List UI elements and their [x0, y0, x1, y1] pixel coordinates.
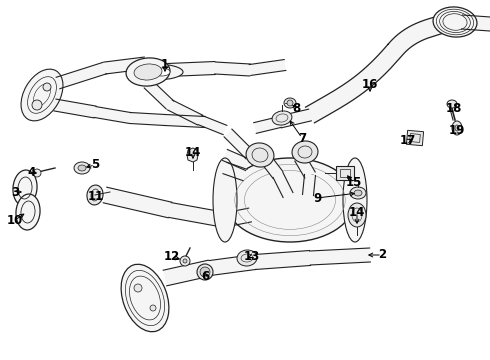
Polygon shape [222, 149, 250, 171]
Ellipse shape [354, 190, 362, 196]
Ellipse shape [13, 170, 37, 206]
Ellipse shape [350, 187, 366, 199]
Polygon shape [144, 80, 174, 109]
Ellipse shape [127, 64, 183, 80]
Text: 14: 14 [349, 206, 365, 219]
Bar [406, 130, 423, 146]
Polygon shape [462, 15, 490, 31]
Ellipse shape [154, 68, 170, 76]
Ellipse shape [32, 100, 42, 110]
Polygon shape [130, 113, 165, 126]
Polygon shape [169, 203, 226, 228]
Polygon shape [94, 107, 131, 123]
Ellipse shape [43, 83, 51, 91]
Ellipse shape [272, 111, 292, 125]
Ellipse shape [180, 256, 190, 266]
Polygon shape [165, 114, 205, 127]
Ellipse shape [197, 264, 213, 280]
Polygon shape [249, 59, 286, 76]
Ellipse shape [343, 158, 367, 242]
Polygon shape [295, 155, 315, 178]
Text: 18: 18 [446, 102, 462, 114]
Polygon shape [302, 175, 316, 195]
Text: 10: 10 [7, 213, 23, 226]
Ellipse shape [183, 259, 187, 263]
Text: 2: 2 [378, 248, 386, 261]
Polygon shape [273, 172, 293, 197]
Ellipse shape [138, 67, 158, 77]
Polygon shape [279, 109, 311, 128]
Text: 5: 5 [91, 158, 99, 171]
Ellipse shape [87, 185, 103, 205]
Ellipse shape [237, 250, 257, 266]
Text: 4: 4 [28, 166, 36, 179]
Ellipse shape [246, 143, 274, 167]
Ellipse shape [200, 267, 210, 277]
Polygon shape [54, 99, 96, 118]
Ellipse shape [121, 264, 169, 332]
Text: 6: 6 [201, 270, 209, 283]
Ellipse shape [134, 284, 142, 292]
Polygon shape [103, 187, 172, 218]
Ellipse shape [134, 64, 162, 80]
Polygon shape [168, 100, 202, 125]
Text: 16: 16 [362, 77, 378, 90]
Text: 12: 12 [164, 251, 180, 264]
Polygon shape [310, 248, 370, 265]
Text: 19: 19 [449, 125, 465, 138]
Text: 3: 3 [11, 185, 19, 198]
Ellipse shape [225, 158, 355, 242]
Text: 15: 15 [346, 176, 362, 189]
Text: 14: 14 [185, 145, 201, 158]
Polygon shape [215, 62, 250, 76]
Ellipse shape [21, 69, 63, 121]
Ellipse shape [33, 169, 41, 177]
Bar [336, 166, 354, 180]
Bar [340, 169, 350, 177]
Polygon shape [223, 162, 247, 181]
Polygon shape [254, 251, 311, 270]
Ellipse shape [433, 7, 477, 37]
Polygon shape [209, 255, 256, 275]
Text: 17: 17 [400, 135, 416, 148]
Polygon shape [168, 62, 215, 76]
Polygon shape [260, 154, 283, 179]
Text: 8: 8 [292, 102, 300, 114]
Polygon shape [198, 115, 227, 135]
Text: 13: 13 [244, 249, 260, 262]
Ellipse shape [292, 141, 318, 163]
Polygon shape [254, 117, 281, 133]
Polygon shape [224, 129, 254, 159]
Polygon shape [223, 208, 251, 227]
Ellipse shape [287, 100, 293, 106]
Ellipse shape [126, 58, 170, 86]
Bar [410, 134, 420, 143]
Ellipse shape [447, 100, 457, 108]
Polygon shape [56, 62, 107, 89]
Text: 7: 7 [298, 131, 306, 144]
Polygon shape [187, 148, 198, 162]
Ellipse shape [16, 194, 40, 230]
Ellipse shape [452, 121, 462, 135]
Text: 9: 9 [313, 192, 321, 204]
Ellipse shape [455, 125, 459, 131]
Ellipse shape [284, 98, 296, 108]
Text: 1: 1 [161, 58, 169, 72]
Ellipse shape [78, 165, 86, 171]
Polygon shape [104, 57, 146, 74]
Ellipse shape [150, 305, 156, 311]
Polygon shape [306, 8, 468, 123]
Ellipse shape [74, 162, 90, 174]
Ellipse shape [213, 158, 237, 242]
Ellipse shape [348, 203, 366, 227]
Polygon shape [163, 260, 212, 286]
Text: 11: 11 [88, 189, 104, 202]
